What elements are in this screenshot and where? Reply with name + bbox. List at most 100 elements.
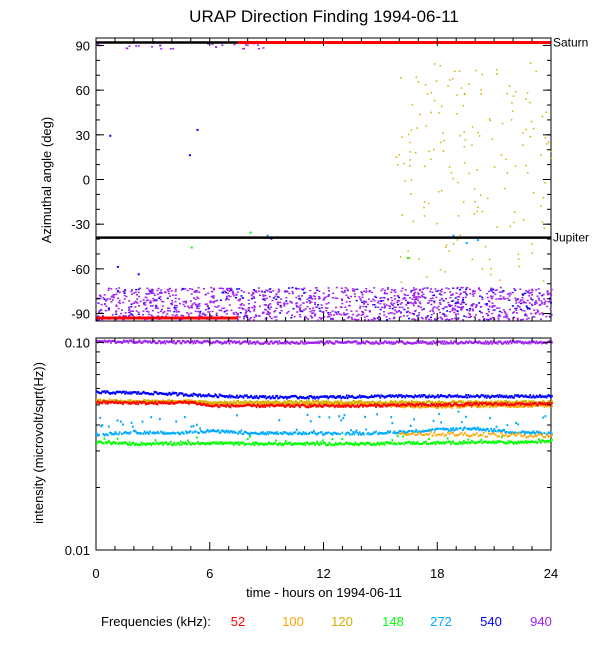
line-point (341, 404, 344, 407)
line-point (134, 341, 136, 344)
line-point (395, 404, 398, 407)
band-point (237, 313, 239, 316)
line-point (199, 427, 201, 430)
line-point (427, 400, 429, 403)
line-point (528, 403, 530, 406)
line-point (376, 341, 378, 344)
line-point (467, 402, 470, 405)
line-point (445, 396, 448, 399)
line-point (309, 420, 312, 423)
line-point (529, 404, 532, 407)
line-point (363, 395, 365, 398)
line-point (311, 404, 313, 407)
band-point (539, 304, 541, 306)
line-point (532, 430, 535, 433)
line-point (176, 442, 179, 445)
line-point (332, 402, 335, 405)
line-point (172, 399, 174, 403)
line-point (186, 340, 188, 343)
line-point (458, 342, 461, 345)
line-point (465, 403, 467, 406)
band-point (364, 316, 367, 318)
line-point (284, 440, 287, 443)
line-point (316, 395, 319, 398)
line-point (132, 391, 135, 394)
band-point (426, 315, 429, 317)
band-point (544, 300, 547, 302)
line-point (206, 401, 209, 404)
line-point (280, 402, 283, 405)
line-point (230, 394, 233, 397)
band-point (258, 315, 261, 317)
line-point (469, 340, 472, 343)
band-point (122, 319, 125, 321)
line-point (526, 403, 528, 406)
line-point (306, 413, 309, 416)
band-point (513, 316, 515, 319)
scatter-point (480, 194, 482, 196)
line-point (486, 340, 489, 343)
line-point (286, 442, 288, 445)
line-point (434, 428, 437, 431)
band-point (158, 297, 161, 299)
line-point (347, 443, 350, 446)
line-point (441, 432, 444, 435)
band-point (546, 290, 549, 292)
line-point (185, 430, 187, 433)
line-point (168, 340, 171, 343)
line-point (448, 405, 451, 408)
line-point (418, 341, 421, 344)
line-point (496, 342, 499, 345)
line-point (439, 405, 441, 408)
line-point (296, 432, 299, 436)
line-point (502, 403, 504, 406)
line-point (358, 394, 361, 397)
line-point (482, 428, 485, 431)
band-point (378, 313, 381, 315)
band-point (377, 300, 380, 302)
line-point (388, 402, 390, 405)
band-point (413, 301, 416, 304)
band-point (363, 300, 366, 302)
band-point (151, 315, 154, 317)
band-point (183, 305, 186, 308)
line-point (528, 440, 530, 444)
line-point (211, 430, 213, 433)
band-point (388, 318, 391, 320)
line-point (134, 443, 136, 447)
line-point (211, 441, 213, 444)
line-point (421, 434, 424, 436)
line-point (405, 442, 408, 445)
band-point (408, 312, 411, 314)
line-point (300, 400, 302, 403)
line-point (494, 400, 497, 403)
band-point (263, 299, 266, 301)
line-point (452, 404, 454, 407)
band-point (422, 296, 425, 298)
band-point (204, 314, 207, 316)
line-point (365, 428, 368, 431)
line-point (457, 404, 460, 407)
band-point (412, 294, 415, 297)
line-point (282, 404, 285, 407)
line-point (116, 340, 119, 343)
line-point (313, 404, 315, 407)
band-point (526, 308, 529, 310)
line-point (192, 425, 195, 428)
line-point (253, 443, 256, 447)
band-point (490, 288, 493, 290)
line-point (243, 394, 246, 397)
line-point (289, 396, 292, 399)
band-point (308, 295, 311, 297)
line-point (481, 442, 484, 445)
band-point (137, 313, 140, 316)
line-point (438, 442, 440, 445)
band-point (318, 297, 321, 299)
line-point (453, 340, 456, 343)
band-point (255, 291, 258, 294)
band-point (485, 318, 488, 321)
band-point (313, 295, 316, 298)
line-point (265, 397, 268, 400)
band-point (185, 302, 188, 304)
